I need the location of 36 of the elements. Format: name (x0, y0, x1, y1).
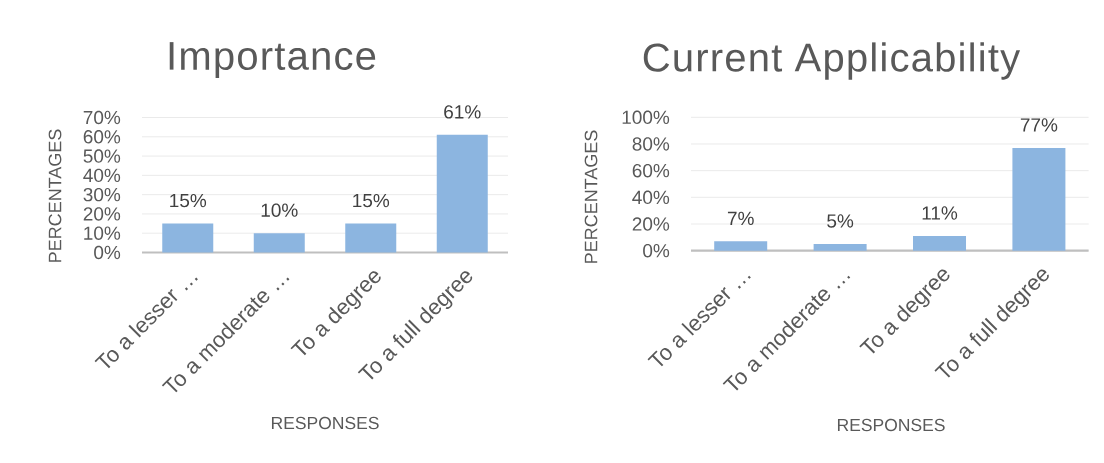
data-label: 11% (922, 206, 958, 220)
y-tick-label: 20% (83, 207, 121, 221)
y-axis-title: PERCENTAGES (48, 129, 62, 262)
data-label: 15% (353, 193, 390, 208)
x-axis-title: RESPONSES (271, 416, 379, 430)
y-tick-label: 20% (632, 217, 670, 231)
y-tick-label: 70% (83, 110, 121, 125)
y-tick-label: 40% (83, 168, 121, 183)
bar (345, 223, 397, 253)
y-tick-label: 60% (632, 163, 670, 178)
y-tick-label: 0% (643, 243, 670, 258)
y-tick-label: 80% (632, 137, 670, 151)
bar (436, 134, 488, 253)
data-label: 61% (444, 105, 481, 119)
y-tick-label: 30% (83, 187, 121, 202)
data-label: 15% (170, 193, 207, 208)
bar (913, 236, 967, 251)
bar (1012, 147, 1066, 251)
data-label: 5% (827, 214, 854, 228)
data-label: 7% (727, 211, 754, 226)
chart-title: Current Applicability (643, 42, 1021, 80)
y-tick-label: 40% (632, 190, 670, 205)
y-tick-label: 100% (622, 110, 670, 125)
bar (813, 244, 867, 251)
bar (253, 233, 305, 253)
bar (162, 223, 214, 253)
y-tick-label: 50% (83, 149, 121, 163)
y-tick-label: 0% (94, 245, 121, 260)
y-tick-label: 10% (84, 226, 121, 240)
data-label: 77% (1020, 118, 1058, 132)
y-axis-title: PERCENTAGES (584, 130, 598, 263)
chart-title: Importance (169, 42, 376, 78)
x-axis-title: RESPONSES (837, 418, 945, 432)
data-label: 10% (261, 203, 298, 217)
bar (714, 241, 768, 251)
y-tick-label: 60% (83, 130, 121, 144)
